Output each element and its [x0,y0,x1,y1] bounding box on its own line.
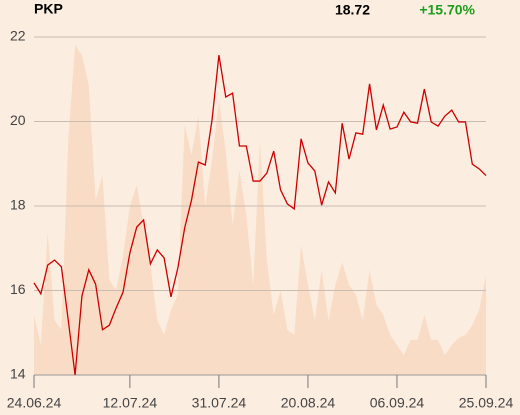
y-tick-label: 20 [10,112,26,128]
y-tick-label: 14 [10,366,26,382]
change: +15.70% [419,2,475,18]
volume-area [34,45,486,376]
x-tick-label: 25.09.24 [459,395,514,411]
price: 18.72 [335,2,370,18]
x-tick-label: 06.09.24 [370,395,425,411]
y-tick-label: 22 [10,28,26,44]
y-tick-label: 18 [10,197,26,213]
x-tick-label: 24.06.24 [7,395,62,411]
x-tick-label: 12.07.24 [103,395,158,411]
ticker: PKP [34,1,63,17]
price-line [33,55,487,376]
x-tick-label: 20.08.24 [281,395,336,411]
y-tick-label: 16 [10,281,26,297]
x-tick-label: 31.07.24 [192,395,247,411]
